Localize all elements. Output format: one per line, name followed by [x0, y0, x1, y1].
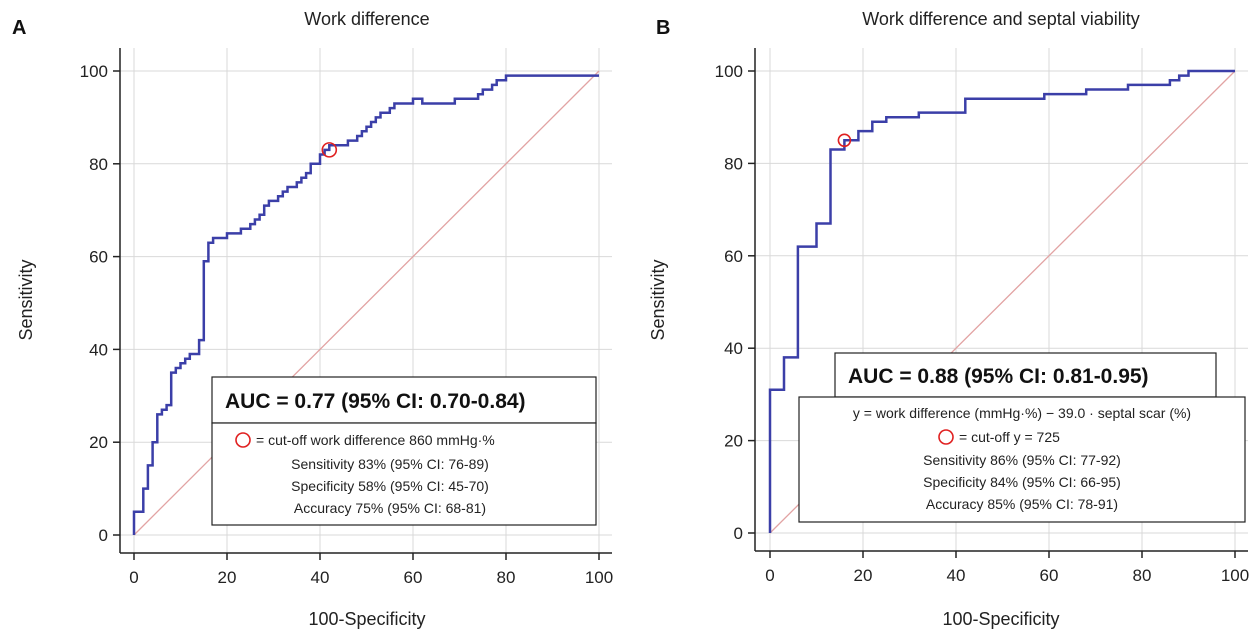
panel-b-x-tick-label: 0	[765, 566, 774, 585]
panel-a-y-tick-label: 20	[89, 433, 108, 452]
panel-b-x-tick-label: 100	[1221, 566, 1249, 585]
panel-a-y-tick-label: 100	[80, 62, 108, 81]
panel-a-x-tick-label: 60	[404, 568, 423, 587]
panel-a-y-tick-label: 40	[89, 340, 108, 359]
panel-b-y-tick-label: 40	[724, 339, 743, 358]
panel-a-accuracy-text: Accuracy 75% (95% CI: 68-81)	[294, 500, 486, 516]
panel-a: A Work difference 0 20 40 60 80 100 0 20 40 60 80 1…	[12, 9, 613, 629]
panel-a-stats-box: AUC = 0.77 (95% CI: 0.70-0.84) = cut-off…	[211, 376, 597, 526]
panel-a-y-tick-label: 0	[99, 526, 108, 545]
panel-a-roc-curve	[132, 74, 599, 535]
panel-b-x-tick-label: 80	[1133, 566, 1152, 585]
panel-b-roc-curve	[768, 69, 1235, 533]
panel-b-accuracy-text: Accuracy 85% (95% CI: 78-91)	[926, 496, 1118, 512]
panel-a-x-tick-label: 40	[311, 568, 330, 587]
panel-a-x-tick-label: 20	[218, 568, 237, 587]
panel-b-y-tick-label: 80	[724, 154, 743, 173]
panel-letter-b: B	[656, 17, 670, 39]
panel-b-x-tick-label: 20	[854, 566, 873, 585]
panel-a-y-axis-label: Sensitivity	[16, 259, 36, 340]
panel-b-y-tick-label: 60	[724, 247, 743, 266]
panel-b-cutoff-text: = cut-off y = 725	[959, 429, 1060, 445]
panel-b-auc-text: AUC = 0.88 (95% CI: 0.81-0.95)	[848, 365, 1149, 388]
panel-a-cutoff-marker	[321, 142, 338, 158]
panel-a-auc-text: AUC = 0.77 (95% CI: 0.70-0.84)	[225, 390, 526, 413]
panel-b-y-tick-label: 20	[724, 432, 743, 451]
panel-b-y-tick-label: 0	[734, 524, 743, 543]
panel-b-auc-box	[834, 352, 1217, 398]
panel-a-stats-panel	[211, 422, 597, 526]
panel-b-x-tick-label: 60	[1040, 566, 1059, 585]
panel-b-title: Work difference and septal viability	[862, 9, 1139, 29]
panel-a-x-axis-label: 100-Specificity	[308, 609, 425, 629]
panel-a-y-tick-label: 60	[89, 248, 108, 267]
panel-b-formula-text: y = work difference (mmHg·%) − 39.0 · se…	[853, 405, 1191, 421]
panel-a-title: Work difference	[304, 9, 429, 29]
panel-a-legend-cutoff-icon	[235, 432, 251, 448]
panel-b: B Work difference and septal viability 0…	[648, 9, 1249, 629]
panel-b-axes: 0 20 40 60 80 100 0 20 40 60 80 100	[715, 48, 1249, 585]
panel-b-cutoff-marker	[837, 133, 852, 148]
panel-b-y-tick-label: 100	[715, 62, 743, 81]
panel-b-stats-box: AUC = 0.88 (95% CI: 0.81-0.95) y = work …	[798, 352, 1246, 523]
panel-a-y-tick-label: 80	[89, 155, 108, 174]
panel-a-x-tick-label: 80	[497, 568, 516, 587]
panel-a-specificity-text: Specificity 58% (95% CI: 45-70)	[291, 478, 489, 494]
panel-a-x-tick-label: 100	[585, 568, 613, 587]
panel-b-y-axis-label: Sensitivity	[648, 259, 668, 340]
panel-a-auc-box	[211, 376, 597, 424]
panel-b-x-tick-label: 40	[947, 566, 966, 585]
panel-a-cutoff-text: = cut-off work difference 860 mmHg·%	[256, 432, 495, 448]
panel-a-sensitivity-text: Sensitivity 83% (95% CI: 76-89)	[291, 456, 489, 472]
panel-a-grid	[120, 48, 612, 553]
panel-b-specificity-text: Specificity 84% (95% CI: 66-95)	[923, 474, 1121, 490]
panel-letter-a: A	[12, 17, 26, 39]
panel-a-axes: 0 20 40 60 80 100 0 20 40 60 80 100	[80, 48, 613, 587]
panel-b-sensitivity-text: Sensitivity 86% (95% CI: 77-92)	[923, 452, 1121, 468]
panel-b-legend-cutoff-icon	[938, 429, 954, 445]
panel-b-stats-panel	[798, 396, 1246, 523]
panel-a-x-tick-label: 0	[129, 568, 138, 587]
panel-b-x-axis-label: 100-Specificity	[942, 609, 1059, 629]
